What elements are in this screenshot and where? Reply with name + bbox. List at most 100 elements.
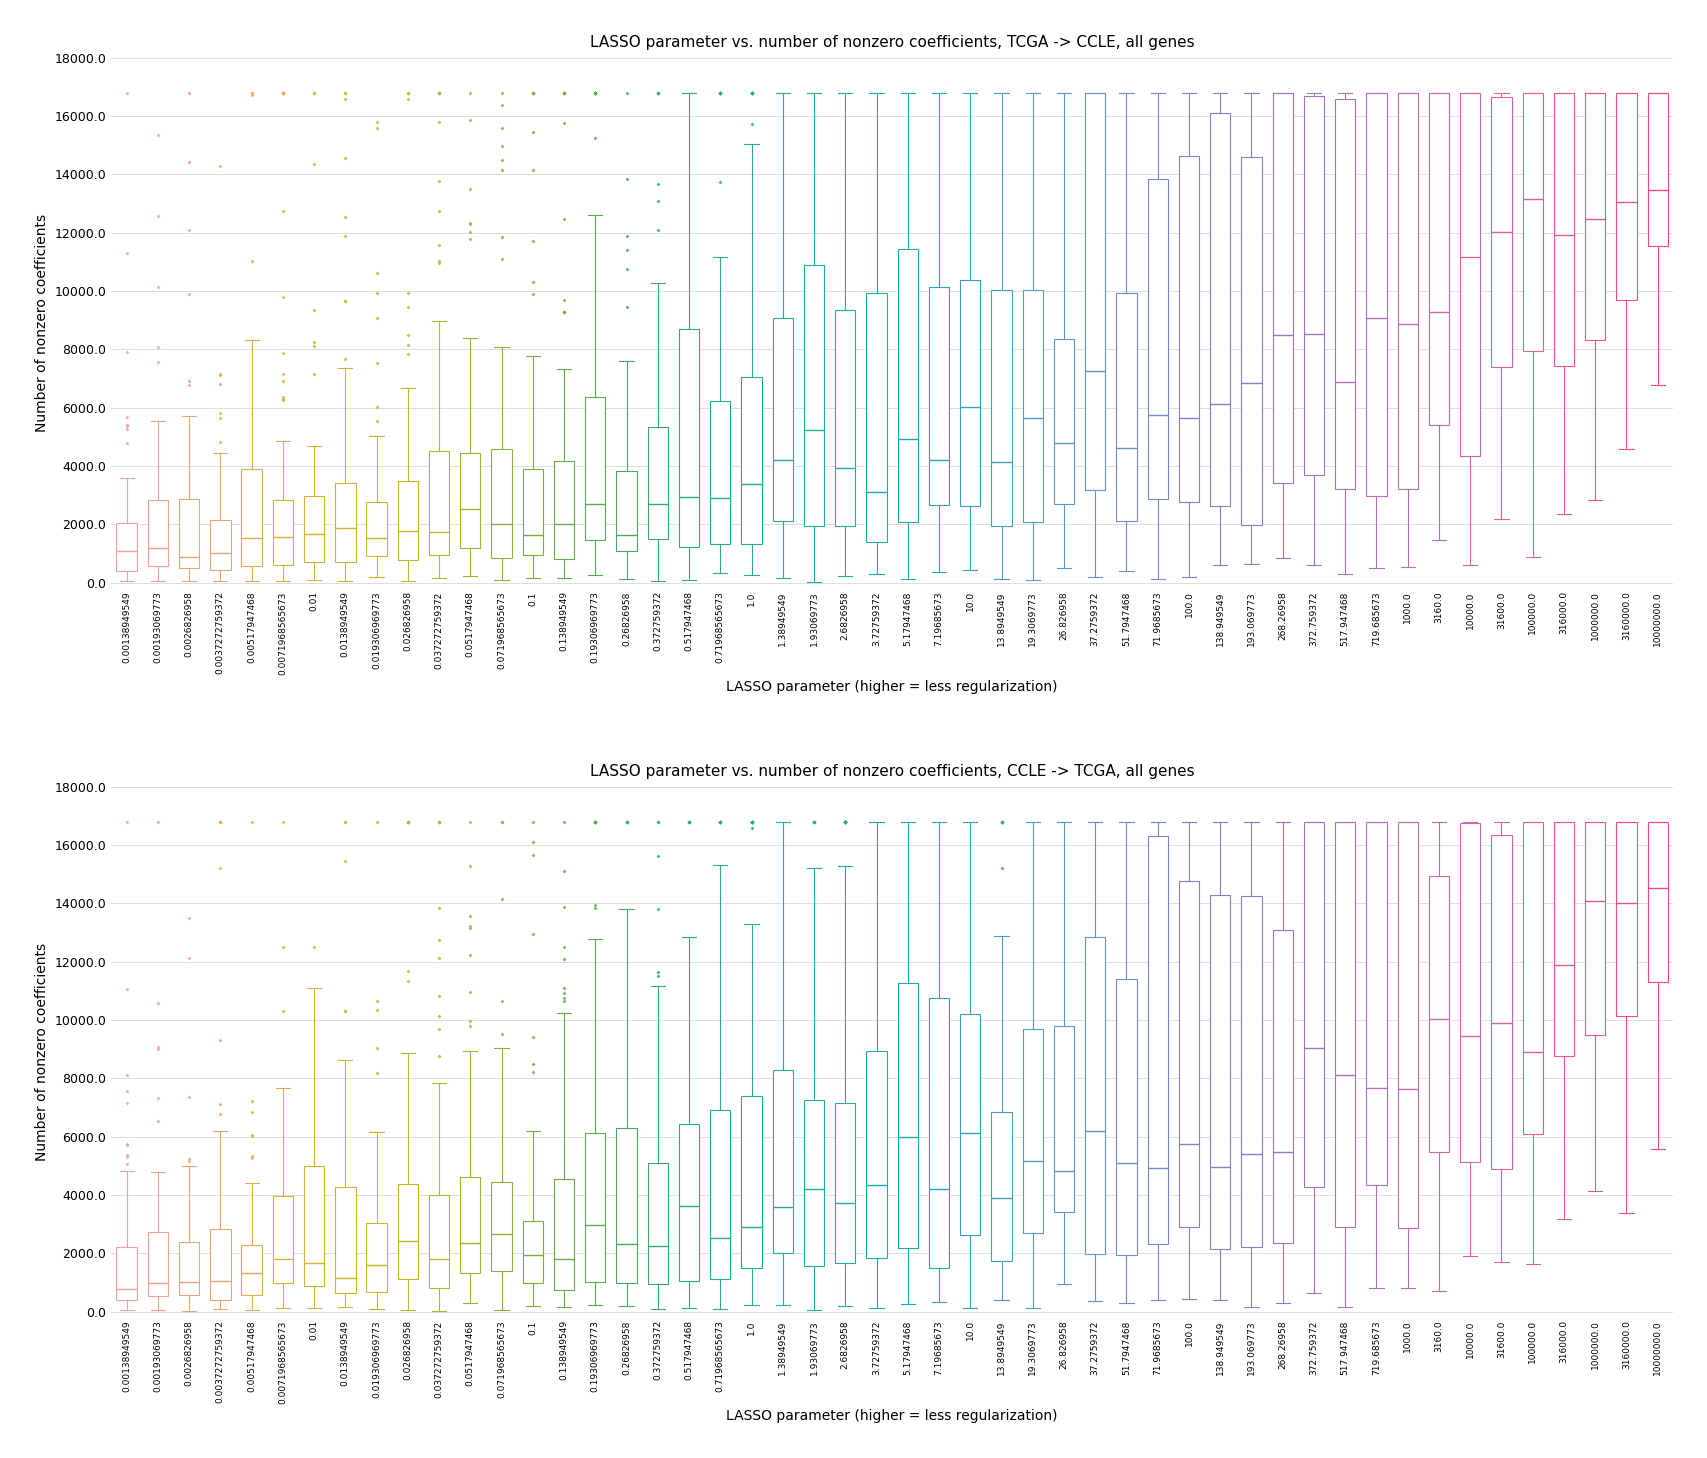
Point <box>394 811 422 834</box>
Point <box>582 811 609 834</box>
Point <box>113 414 140 437</box>
Bar <box>1615 93 1635 300</box>
Point <box>644 190 671 213</box>
Point <box>613 811 640 834</box>
Point <box>488 1022 516 1045</box>
Point <box>425 198 452 222</box>
Point <box>237 1089 265 1112</box>
Point <box>362 351 389 375</box>
Point <box>394 343 422 366</box>
Point <box>674 811 702 834</box>
Bar <box>367 1223 386 1292</box>
Point <box>394 811 422 834</box>
Point <box>237 1124 265 1147</box>
Point <box>237 1124 265 1147</box>
Point <box>207 362 234 385</box>
Bar <box>678 328 698 547</box>
Point <box>613 225 640 248</box>
Point <box>582 82 609 105</box>
Point <box>801 811 828 834</box>
Bar <box>710 1110 731 1279</box>
Point <box>207 401 234 424</box>
Bar <box>210 519 230 570</box>
Point <box>488 888 516 911</box>
Point <box>456 811 483 834</box>
Point <box>737 82 765 105</box>
Point <box>207 811 234 834</box>
Bar <box>1647 93 1666 246</box>
Point <box>425 249 452 273</box>
Point <box>207 155 234 178</box>
Point <box>519 1060 546 1083</box>
Point <box>207 811 234 834</box>
Point <box>550 289 577 312</box>
Point <box>331 87 358 111</box>
Point <box>113 977 140 1000</box>
Point <box>456 914 483 937</box>
Bar <box>1429 93 1448 424</box>
Point <box>113 1092 140 1115</box>
Bar <box>522 1222 543 1283</box>
Bar <box>741 376 761 544</box>
Bar <box>116 523 137 572</box>
Point <box>582 811 609 834</box>
Point <box>644 82 671 105</box>
Point <box>488 147 516 171</box>
Point <box>519 1025 546 1048</box>
Bar <box>1490 98 1511 367</box>
Bar <box>835 1102 855 1263</box>
Point <box>176 905 203 929</box>
Point <box>176 1150 203 1174</box>
Point <box>831 811 859 834</box>
Point <box>488 811 516 834</box>
Bar <box>616 1127 637 1283</box>
Point <box>550 987 577 1010</box>
Point <box>425 811 452 834</box>
Bar <box>553 1180 574 1290</box>
Point <box>143 350 171 373</box>
Title: LASSO parameter vs. number of nonzero coefficients, CCLE -> TCGA, all genes: LASSO parameter vs. number of nonzero co… <box>589 764 1193 779</box>
Point <box>394 82 422 105</box>
Point <box>362 410 389 433</box>
Point <box>143 1110 171 1133</box>
Point <box>143 991 171 1015</box>
Bar <box>1396 822 1417 1228</box>
Point <box>987 811 1014 834</box>
Point <box>270 811 297 834</box>
Point <box>550 300 577 324</box>
Bar <box>1178 881 1198 1226</box>
Point <box>674 811 702 834</box>
Point <box>270 388 297 411</box>
Point <box>644 174 671 197</box>
Point <box>143 335 171 359</box>
Point <box>831 811 859 834</box>
Bar <box>1584 93 1605 340</box>
Point <box>143 1035 171 1059</box>
Point <box>362 1061 389 1085</box>
Point <box>707 82 734 105</box>
Point <box>425 1005 452 1028</box>
Point <box>987 811 1014 834</box>
Point <box>707 82 734 105</box>
Point <box>270 82 297 105</box>
Point <box>207 1102 234 1126</box>
Point <box>143 204 171 227</box>
Point <box>270 284 297 308</box>
Point <box>176 283 203 306</box>
Point <box>644 898 671 921</box>
Point <box>801 811 828 834</box>
Bar <box>1553 93 1574 366</box>
Point <box>456 981 483 1005</box>
Point <box>519 811 546 834</box>
Point <box>207 1029 234 1053</box>
Point <box>987 811 1014 834</box>
Point <box>707 811 734 834</box>
Point <box>644 82 671 105</box>
Point <box>582 894 609 917</box>
Bar <box>1366 822 1386 1185</box>
Point <box>143 276 171 299</box>
Point <box>362 281 389 305</box>
Point <box>425 82 452 105</box>
Title: LASSO parameter vs. number of nonzero coefficients, TCGA -> CCLE, all genes: LASSO parameter vs. number of nonzero co… <box>589 35 1193 50</box>
Bar <box>1584 822 1605 1035</box>
